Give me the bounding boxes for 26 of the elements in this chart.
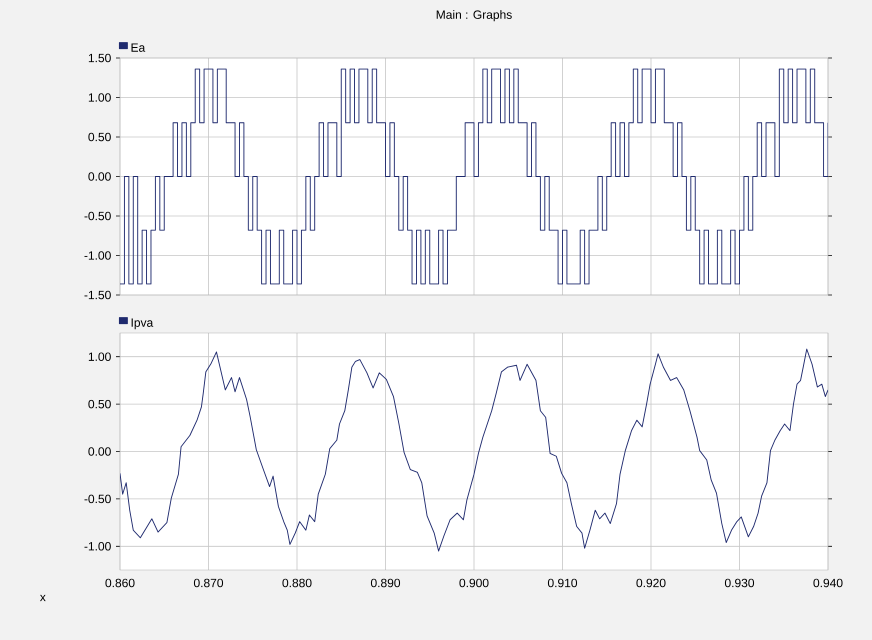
x-tick-label: 0.920	[636, 578, 666, 588]
y-tick-label: -0.50	[84, 212, 111, 220]
x-tick-label: 0.910	[548, 578, 578, 588]
x-tick-label: 0.860	[105, 578, 135, 588]
y-tick-label: -1.00	[84, 542, 111, 551]
y-tick-label: 0.50	[88, 132, 111, 142]
y-tick-label: 1.00	[88, 352, 111, 361]
x-tick-label: 0.900	[459, 578, 489, 588]
y-tick-label: 0.00	[88, 447, 111, 456]
x-tick-label: 0.930	[724, 578, 754, 588]
y-tick-label: -1.00	[84, 251, 111, 260]
x-tick-label: 0.870	[194, 578, 224, 588]
chart-title: Main : Graphs	[436, 10, 512, 22]
x-tick-label: 0.890	[370, 578, 400, 588]
line-series	[120, 348, 828, 552]
x-tick-label: 0.940	[813, 578, 843, 588]
legend-label: Ipva	[132, 318, 154, 330]
x-tick-label: 0.880	[282, 578, 312, 588]
y-tick-label: -1.50	[84, 290, 111, 300]
y-tick-label: 0.50	[88, 400, 111, 408]
y-tick-label: -0.50	[84, 494, 111, 504]
y-tick-label: 0.00	[88, 172, 111, 181]
y-tick-label: 1.50	[88, 54, 111, 62]
legend-label: Ea	[132, 43, 146, 52]
y-tick-label: 1.00	[88, 93, 111, 102]
x-axis-title: x	[40, 594, 46, 602]
